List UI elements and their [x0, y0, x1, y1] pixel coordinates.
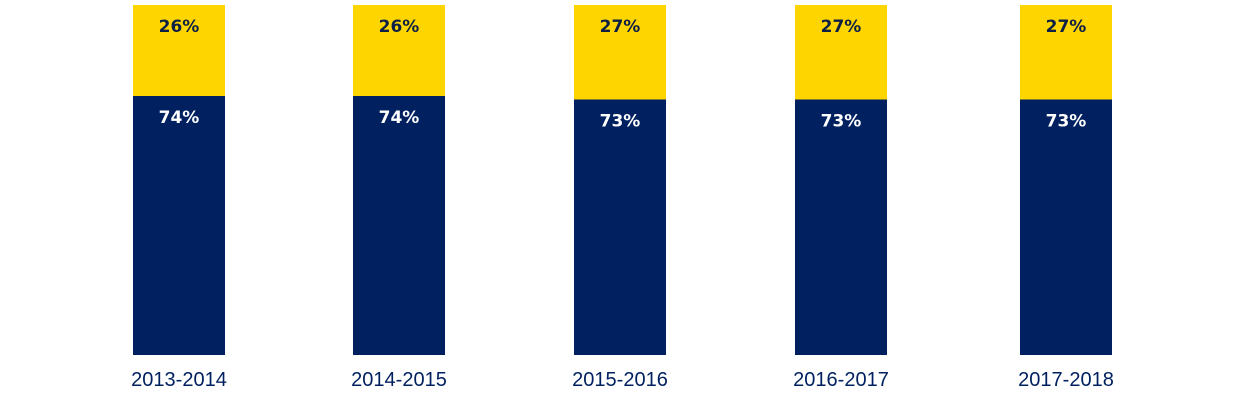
category-label-2017-2018: 2017-2018: [1018, 369, 1114, 391]
bar-segment-2014-2015-0: [353, 96, 445, 355]
data-label-2016-2017-1: 27%: [821, 17, 862, 37]
bar-segment-2017-2018-0: [1020, 99, 1112, 355]
category-label-2016-2017: 2016-2017: [793, 369, 889, 391]
bar-segment-2014-2015-1: [353, 5, 445, 96]
bar-segment-2013-2014-1: [133, 5, 225, 96]
data-label-2016-2017-0: 73%: [821, 112, 862, 132]
bar-segment-2015-2016-0: [574, 99, 666, 355]
category-label-2013-2014: 2013-2014: [131, 369, 227, 391]
category-label-2014-2015: 2014-2015: [351, 369, 447, 391]
bars-group: [133, 5, 1112, 355]
data-label-2015-2016-0: 73%: [600, 112, 641, 132]
category-labels-group: 2013-2014 2014-2015 2015-2016 2016-2017 2017…: [131, 369, 1114, 391]
data-label-2014-2015-1: 26%: [379, 17, 420, 37]
data-label-2013-2014-1: 26%: [159, 17, 200, 37]
bar-segment-2015-2016-1: [574, 5, 666, 100]
data-label-2013-2014-0: 74%: [159, 108, 200, 128]
data-label-2015-2016-1: 27%: [600, 17, 641, 37]
category-label-2015-2016: 2015-2016: [572, 369, 668, 391]
data-label-2017-2018-1: 27%: [1046, 17, 1087, 37]
data-label-2014-2015-0: 74%: [379, 108, 420, 128]
bar-segment-2016-2017-0: [795, 99, 887, 355]
bar-segment-2017-2018-1: [1020, 5, 1112, 100]
bar-segment-2016-2017-1: [795, 5, 887, 100]
segment-labels-group: 74% 26% 74% 26% 73% 27% 73% 27% 73% 27%: [159, 17, 1087, 132]
data-label-2017-2018-0: 73%: [1046, 112, 1087, 132]
bar-segment-2013-2014-0: [133, 96, 225, 355]
